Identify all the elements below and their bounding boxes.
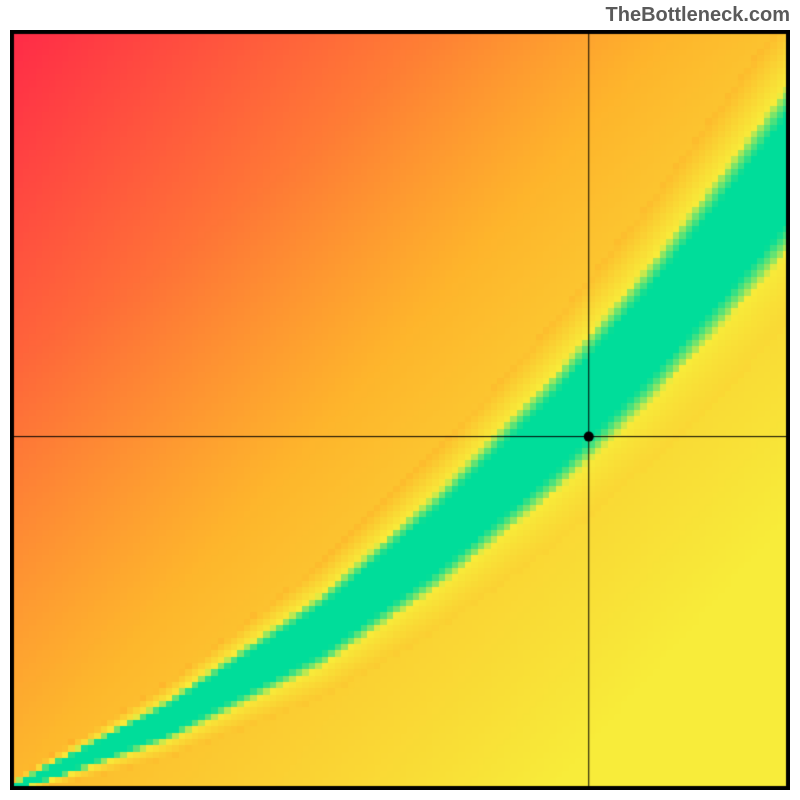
heatmap-canvas [10, 30, 790, 790]
heatmap-chart [10, 30, 790, 790]
watermark-text: TheBottleneck.com [606, 4, 790, 27]
chart-container: TheBottleneck.com [0, 0, 800, 800]
